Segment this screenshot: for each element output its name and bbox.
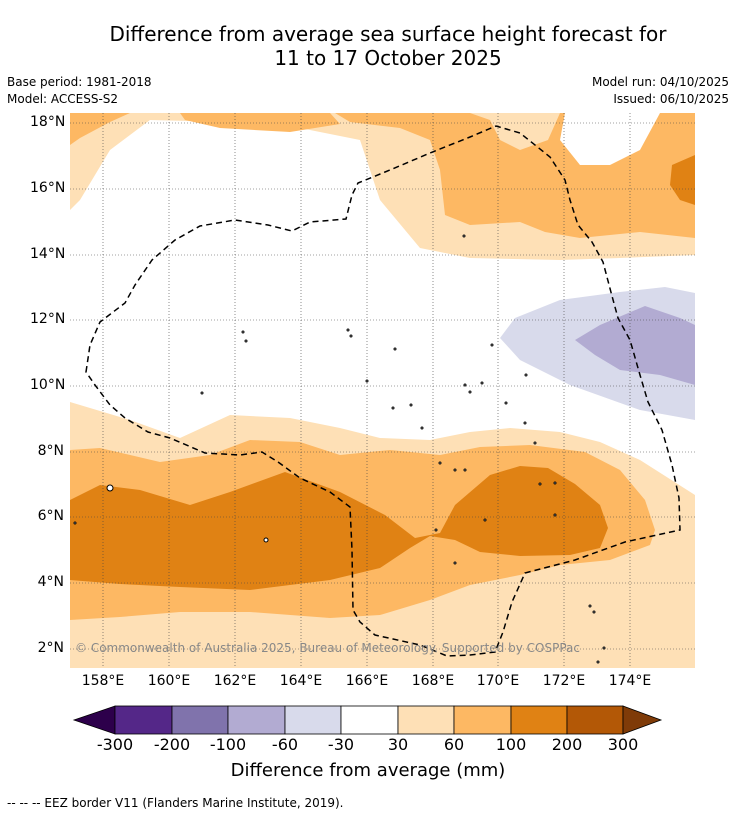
colorbar-low-extension bbox=[72, 705, 116, 735]
lat-label: 6°N bbox=[37, 508, 64, 524]
colorbar-tick: 100 bbox=[495, 735, 527, 754]
contour-south-100-200 bbox=[70, 466, 608, 590]
contour-north-60-100 bbox=[70, 113, 130, 145]
colorbar-high-extension bbox=[622, 705, 663, 735]
contour-north-60-100 bbox=[180, 113, 340, 132]
colorbar-swatch bbox=[227, 705, 286, 735]
colorbar-swatch bbox=[397, 705, 455, 735]
contour-negative-60-100 bbox=[575, 306, 695, 385]
lon-label: 172°E bbox=[542, 673, 586, 689]
colorbar-title: Difference from average (mm) bbox=[230, 760, 506, 781]
lon-label: 174°E bbox=[608, 673, 652, 689]
contour-north-100-200 bbox=[670, 155, 695, 205]
lat-label: 12°N bbox=[30, 311, 66, 327]
colorbar-tick: -300 bbox=[96, 735, 134, 754]
colorbar-swatch bbox=[566, 705, 624, 735]
colorbar-swatch bbox=[510, 705, 568, 735]
lat-label: 4°N bbox=[37, 574, 64, 590]
lon-label: 170°E bbox=[476, 673, 520, 689]
lat-label: 16°N bbox=[30, 180, 66, 196]
lon-label: 162°E bbox=[213, 673, 257, 689]
eez-footnote: -- -- -- EEZ border V11 (Flanders Marine… bbox=[7, 796, 344, 810]
model-run: Model run: 04/10/2025 bbox=[591, 75, 729, 89]
lon-label: 168°E bbox=[411, 673, 455, 689]
islands bbox=[73, 234, 606, 664]
lon-label: 158°E bbox=[81, 673, 125, 689]
colorbar-tick: 200 bbox=[551, 735, 583, 754]
lon-label: 166°E bbox=[345, 673, 389, 689]
model-name: Model: ACCESS-S2 bbox=[7, 92, 119, 106]
lon-label: 160°E bbox=[147, 673, 191, 689]
graticule bbox=[70, 113, 695, 668]
colorbar-swatch bbox=[284, 705, 342, 735]
map-title: Difference from average sea surface heig… bbox=[38, 22, 736, 70]
contour-north-white bbox=[598, 113, 618, 120]
issued-date: Issued: 06/10/2025 bbox=[613, 92, 729, 106]
base-period: Base period: 1981-2018 bbox=[7, 75, 152, 89]
meta-left: Base period: 1981-2018 Model: ACCESS-S2 bbox=[7, 74, 152, 108]
lat-label: 14°N bbox=[30, 246, 66, 262]
colorbar-tick: -200 bbox=[153, 735, 191, 754]
colorbar-tick: -60 bbox=[271, 735, 299, 754]
colorbar-swatch bbox=[340, 705, 399, 735]
lat-label: 18°N bbox=[30, 114, 66, 130]
colorbar-tick: 60 bbox=[443, 735, 465, 754]
lat-label: 2°N bbox=[37, 640, 64, 656]
colorbar-swatch bbox=[114, 705, 173, 735]
title-line-1: Difference from average sea surface heig… bbox=[109, 22, 667, 46]
colorbar bbox=[72, 705, 663, 735]
lat-label: 10°N bbox=[30, 377, 66, 393]
copyright-notice: © Commonwealth of Australia 2025, Bureau… bbox=[75, 641, 580, 655]
contour-north-white bbox=[560, 113, 660, 165]
colorbar-tick: -30 bbox=[327, 735, 355, 754]
eez-border bbox=[85, 125, 681, 657]
colorbar-tick: 300 bbox=[607, 735, 639, 754]
colorbar-tick: -100 bbox=[209, 735, 247, 754]
meta-right: Model run: 04/10/2025 Issued: 06/10/2025 bbox=[592, 74, 729, 108]
lon-label: 164°E bbox=[279, 673, 323, 689]
colorbar-swatch bbox=[171, 705, 229, 735]
title-line-2: 11 to 17 October 2025 bbox=[274, 46, 502, 70]
lat-label: 8°N bbox=[37, 443, 64, 459]
colorbar-tick: 30 bbox=[387, 735, 409, 754]
colorbar-swatch bbox=[453, 705, 512, 735]
map-area bbox=[70, 113, 695, 668]
